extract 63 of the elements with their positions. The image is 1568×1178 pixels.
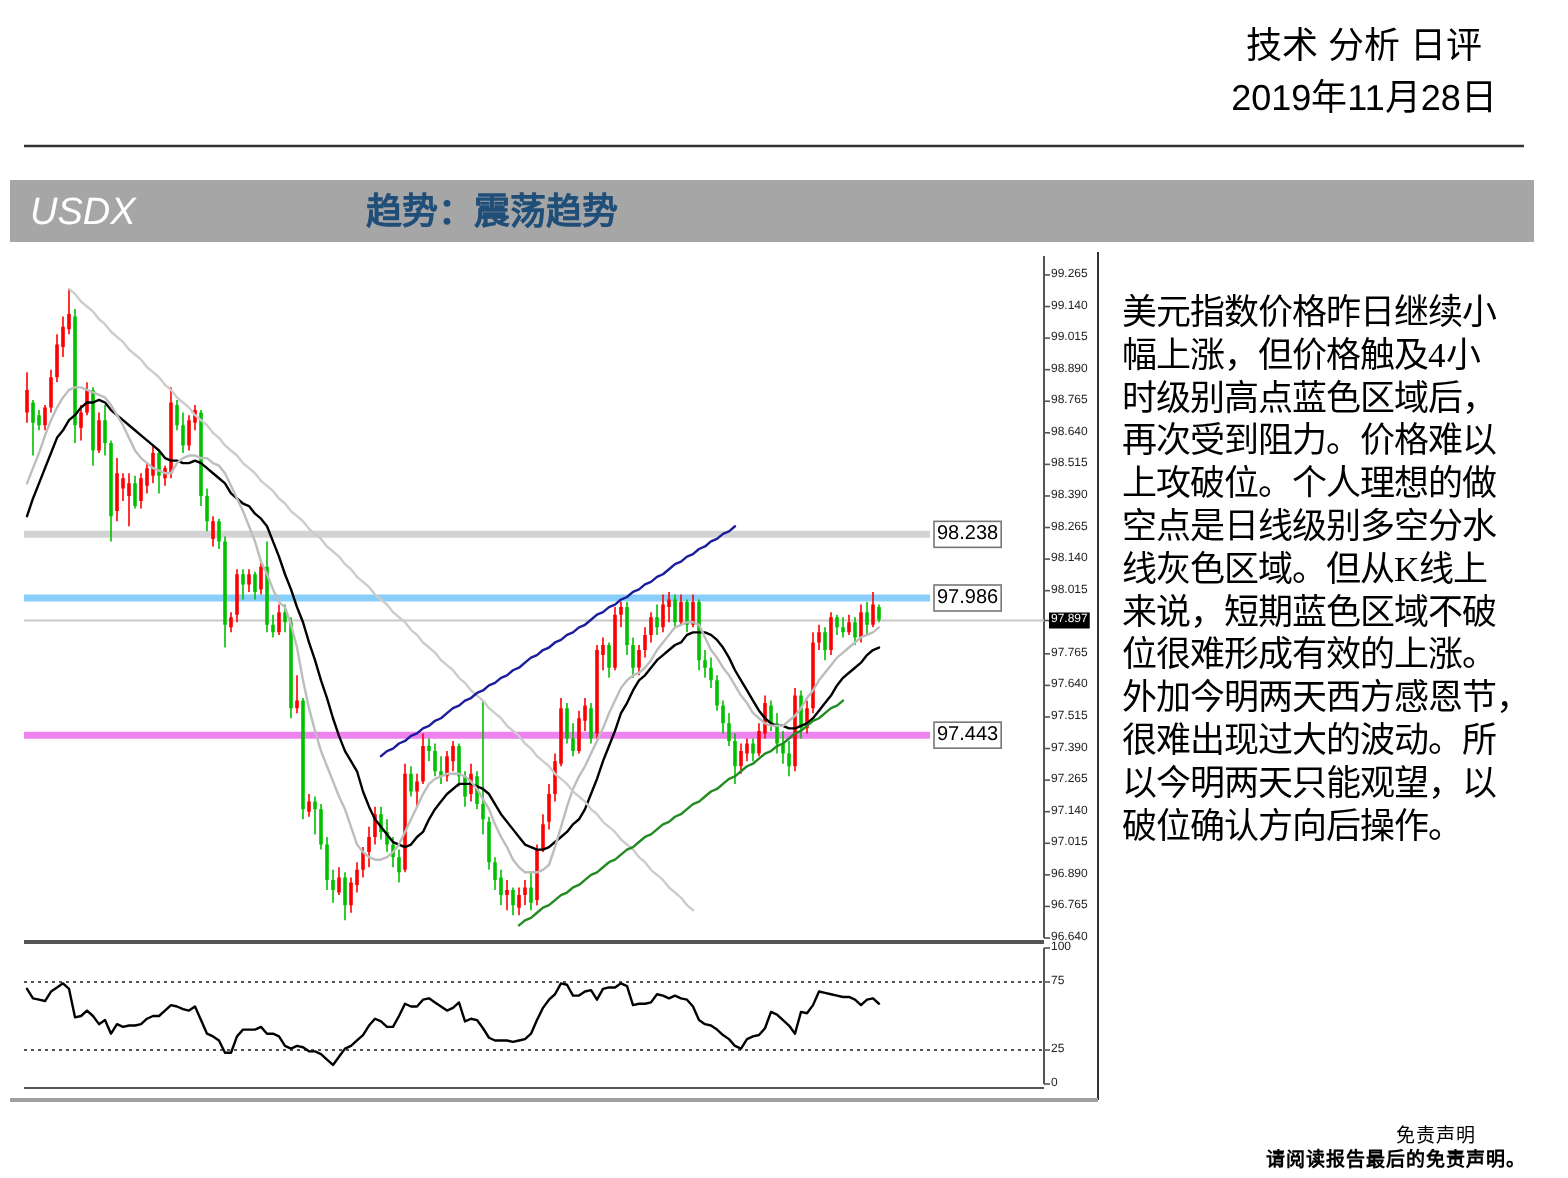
candlestick <box>433 743 437 777</box>
line-series <box>379 525 737 758</box>
candlestick <box>655 604 659 635</box>
candlestick <box>685 599 689 633</box>
candlestick <box>307 794 311 817</box>
candlestick <box>115 458 119 522</box>
candlestick <box>529 872 533 911</box>
candlestick <box>505 879 509 911</box>
candlestick <box>865 602 869 635</box>
text: 技术 分析 日评 <box>1245 26 1483 66</box>
text: 2019年11月28日 <box>1231 78 1497 118</box>
candlestick <box>691 594 695 628</box>
candlestick <box>847 614 851 635</box>
text: 美元指数价格昨日继续小幅上涨，但价格触及4小时级别高点蓝色区域后，再次受到阻力。价格难以上攻破位。个人理想的做空点是日线级别多空分水线灰色区域。但从K线上来说，短期蓝色区域不破位很难形成有效的上涨。外加今明两天西方感恩节，很难出现过大的波动。所以今明两天只能观望，以破位确认方向后操作。 <box>1122 292 1530 846</box>
candlestick <box>835 614 839 635</box>
line-series <box>517 699 845 927</box>
candlestick <box>247 569 251 592</box>
candlestick <box>295 675 299 714</box>
candlestick <box>607 642 611 678</box>
candlestick <box>133 475 137 509</box>
candlestick <box>673 594 677 628</box>
candlestick <box>265 541 269 633</box>
text: 请阅读报告最后的免责声明。 <box>1266 1148 1526 1172</box>
candlestick <box>253 571 257 600</box>
candlestick <box>97 412 101 454</box>
candlestick <box>859 604 863 643</box>
candlestick <box>91 387 95 466</box>
ref-line-label: 97.986 <box>937 587 1000 610</box>
candlestick <box>211 516 215 547</box>
candlestick <box>73 309 77 443</box>
ref-line-label: 98.238 <box>937 523 1000 546</box>
candlestick <box>871 591 875 628</box>
candlestick <box>511 887 515 916</box>
candlestick <box>25 372 29 423</box>
text: 免责声明 <box>1396 1124 1476 1148</box>
chart-subtitle: 趋势：震荡趋势 <box>366 190 618 232</box>
candlestick <box>31 399 35 456</box>
candlestick <box>823 627 827 661</box>
candlestick <box>127 473 131 527</box>
candlestick <box>739 743 743 774</box>
candlestick <box>829 612 833 656</box>
ref-line-label: 97.443 <box>937 724 1000 747</box>
candlestick <box>409 766 413 797</box>
candlestick <box>751 738 755 762</box>
candlestick <box>301 698 305 820</box>
candlestick <box>337 867 341 896</box>
candlestick <box>697 599 701 671</box>
candlestick <box>661 594 665 633</box>
candlestick <box>589 703 593 744</box>
candlestick <box>613 607 617 671</box>
candlestick <box>277 604 281 635</box>
candlestick <box>877 604 881 623</box>
candlestick <box>403 763 407 873</box>
candlestick <box>679 594 683 625</box>
line-series <box>25 982 881 1067</box>
candlestick <box>841 617 845 638</box>
candlestick <box>517 887 521 916</box>
candlestick <box>595 645 599 739</box>
candlestick <box>259 561 263 595</box>
chart-title: USDX <box>30 192 139 234</box>
candlestick <box>241 569 245 600</box>
candlestick <box>853 617 857 645</box>
candlestick <box>343 872 347 921</box>
